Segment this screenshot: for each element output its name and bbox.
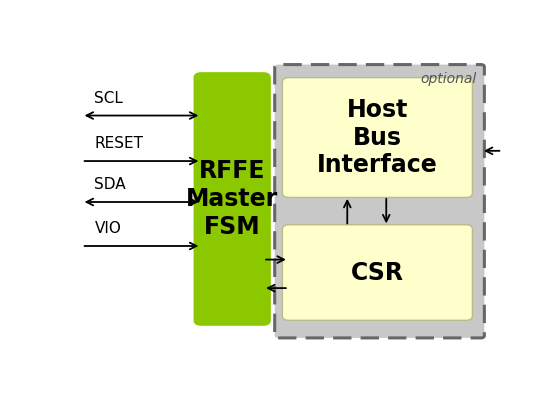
FancyBboxPatch shape — [275, 65, 484, 338]
Text: Host
Bus
Interface: Host Bus Interface — [317, 98, 438, 177]
Text: VIO: VIO — [95, 221, 121, 236]
FancyBboxPatch shape — [283, 78, 472, 197]
Text: RESET: RESET — [95, 136, 143, 151]
FancyBboxPatch shape — [193, 72, 271, 326]
Text: CSR: CSR — [351, 260, 404, 284]
Text: RFFE
Master
FSM: RFFE Master FSM — [186, 159, 278, 239]
Text: SCL: SCL — [95, 91, 123, 106]
Text: optional: optional — [420, 72, 477, 85]
FancyBboxPatch shape — [283, 225, 472, 320]
Text: SDA: SDA — [95, 177, 126, 192]
